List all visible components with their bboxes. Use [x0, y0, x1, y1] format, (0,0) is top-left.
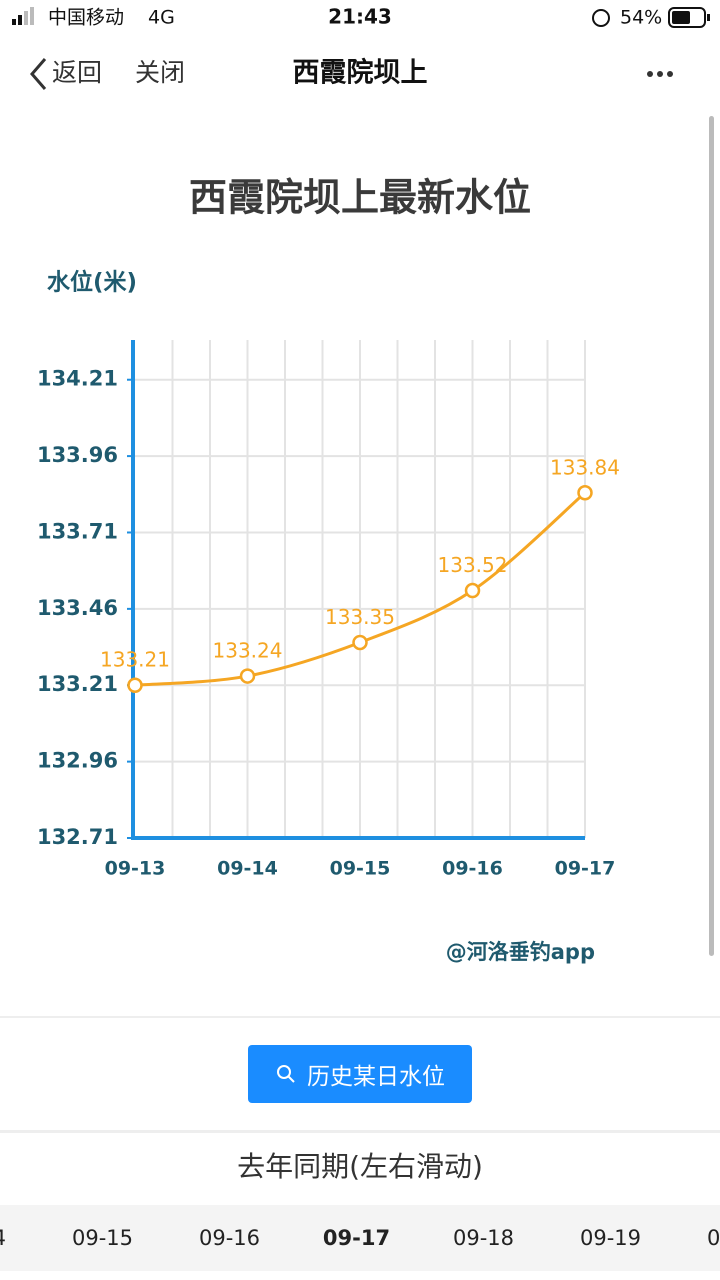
network: 4G [148, 7, 175, 29]
divider [0, 1130, 720, 1133]
y-tick-label: 134.21 [37, 367, 118, 391]
button-label: 历史某日水位 [307, 1064, 445, 1090]
y-tick-label: 133.96 [37, 443, 118, 467]
battery-fill [672, 11, 690, 24]
x-tick-label: 09-14 [217, 858, 278, 880]
y-tick-label: 133.46 [37, 596, 118, 620]
y-tick-label: 132.71 [37, 825, 118, 849]
date-tab[interactable]: 09-19 [579, 1226, 642, 1250]
data-label: 133.21 [100, 648, 170, 672]
carrier: 中国移动 [48, 7, 124, 29]
date-tab[interactable]: 09-14 [0, 1205, 39, 1271]
point [239, 668, 256, 684]
chart-title: 西霞院坝上最新水位 [189, 176, 531, 220]
y-tick-label: 133.71 [37, 519, 118, 543]
point [577, 485, 593, 501]
x-tick-label: 09-13 [105, 858, 166, 880]
x-tick-label: 09-16 [442, 858, 503, 880]
point [127, 677, 143, 693]
section-title: 去年同期(左右滑动) [237, 1150, 483, 1183]
signal-bar [30, 7, 34, 25]
date-tab[interactable]: 09-20 [706, 1226, 720, 1250]
x-tick-label: 09-17 [555, 858, 616, 880]
history-button[interactable]: 历史某日水位 [248, 1045, 472, 1103]
y-tick-label: 133.21 [37, 672, 118, 696]
signal-bar [24, 11, 28, 25]
data-label: 133.52 [438, 553, 508, 577]
status-bar: 中国移动 4G 21:43 54% [12, 5, 710, 29]
date-tab[interactable]: 09-17 [322, 1226, 391, 1250]
date-tab[interactable]: 09-18 [452, 1226, 515, 1250]
scrollbar [709, 116, 714, 956]
back-button[interactable]: 返回 [52, 58, 102, 87]
date-tabs: 09-14 09-15 09-16 09-17 09-18 09-19 09-20 [0, 1205, 720, 1271]
clock: 21:43 [328, 5, 392, 29]
signal-bar [12, 19, 16, 25]
battery-level: 54% [620, 7, 662, 29]
signal-bar [18, 15, 22, 25]
more-button[interactable] [647, 71, 673, 77]
battery [668, 7, 706, 28]
date-tab[interactable]: 09-15 [71, 1226, 134, 1250]
x-tick-label: 09-15 [330, 858, 391, 880]
point [464, 582, 481, 599]
watermark: @河洛垂钓app [446, 940, 595, 964]
lock-icon [592, 9, 610, 27]
data-label: 133.84 [550, 455, 620, 479]
point [352, 634, 368, 651]
data-label: 133.35 [325, 605, 395, 629]
page-title: 西霞院坝上 [293, 57, 428, 89]
y-tick-label: 132.96 [37, 749, 118, 773]
search-icon [277, 1065, 295, 1083]
close-button[interactable]: 关闭 [135, 58, 185, 87]
nav-bar: 返回 关闭 西霞院坝上 [30, 57, 673, 90]
data-label: 133.24 [213, 639, 283, 663]
chart: 西霞院坝上最新水位 水位(米) @河洛垂钓app 132.71 132.96 133… [37, 116, 714, 964]
y-axis-label: 水位(米) [47, 269, 137, 296]
divider [0, 1016, 720, 1018]
battery-tip [707, 14, 710, 21]
back-icon[interactable] [30, 58, 47, 90]
date-tab[interactable]: 09-16 [198, 1226, 261, 1250]
